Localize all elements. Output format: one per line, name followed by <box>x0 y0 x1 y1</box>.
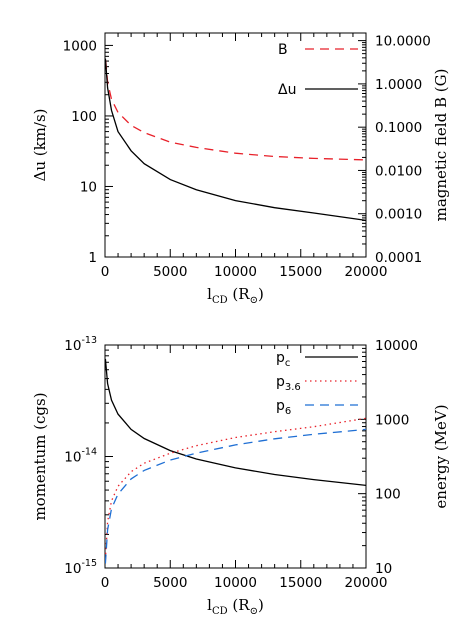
right-y-tick-label: 0.0001 <box>375 250 422 266</box>
plot-frame <box>104 32 367 258</box>
series-line-u <box>105 58 366 222</box>
x-tick-label: 10000 <box>214 575 257 591</box>
right-y-tick-label: 10 <box>375 561 392 577</box>
right-y-tick-label: 1.0000 <box>375 77 422 93</box>
legend-label: Δu <box>278 82 296 98</box>
x-tick-label: 5000 <box>153 575 187 591</box>
x-tick-label: 20000 <box>345 264 388 280</box>
right-y-tick-label: 100 <box>375 487 401 503</box>
left-y-tick-label: 10-15 <box>64 558 97 577</box>
plot-frame <box>104 344 367 569</box>
x-tick-label: 0 <box>101 575 110 591</box>
right-y-tick-label: 10.0000 <box>375 34 431 50</box>
x-axis-title: lCD (R⊙) <box>207 596 264 617</box>
right-y-axis-title: energy (MeV) <box>432 404 450 508</box>
series-line-pc <box>105 358 366 487</box>
x-axis-title: lCD (R⊙) <box>207 285 264 306</box>
right-y-tick-label: 0.0010 <box>375 207 422 223</box>
right-y-axis-title: magnetic field B (G) <box>432 69 450 222</box>
x-tick-label: 15000 <box>279 575 322 591</box>
legend-label: pc <box>276 350 290 369</box>
series-line-p36 <box>105 417 366 560</box>
left-y-axis-title: momentum (cgs) <box>31 392 49 520</box>
series-line-B <box>105 60 366 161</box>
series-line-p6 <box>105 428 366 564</box>
left-y-tick-label: 10 <box>80 179 97 195</box>
left-y-axis-title: Δu (km/s) <box>31 108 49 181</box>
left-y-tick-label: 1000 <box>63 38 97 54</box>
legend-label: B <box>278 42 288 58</box>
x-tick-label: 5000 <box>153 264 187 280</box>
x-tick-label: 10000 <box>214 264 257 280</box>
x-tick-label: 15000 <box>279 264 322 280</box>
x-tick-label: 20000 <box>345 575 388 591</box>
right-y-tick-label: 1000 <box>375 412 409 428</box>
left-y-tick-label: 100 <box>71 109 97 125</box>
right-y-tick-label: 10000 <box>375 338 418 354</box>
legend-label: p6 <box>276 398 291 417</box>
legend-label: p3.6 <box>276 374 301 393</box>
x-tick-label: 0 <box>101 264 110 280</box>
left-y-tick-label: 10-13 <box>64 335 97 354</box>
left-y-tick-label: 1 <box>88 250 97 266</box>
plot-panel-bottom: 0 5000 10000 15000 20000 10-15 10-14 10-13 10 100… <box>31 335 450 617</box>
left-y-tick-label: 10-14 <box>64 447 97 466</box>
plot-panel-top: 0 5000 10000 15000 20000 1 10 100 1000 0.0001 0.00… <box>31 32 450 306</box>
right-y-tick-label: 0.0100 <box>375 163 422 179</box>
right-y-tick-label: 0.1000 <box>375 120 422 136</box>
